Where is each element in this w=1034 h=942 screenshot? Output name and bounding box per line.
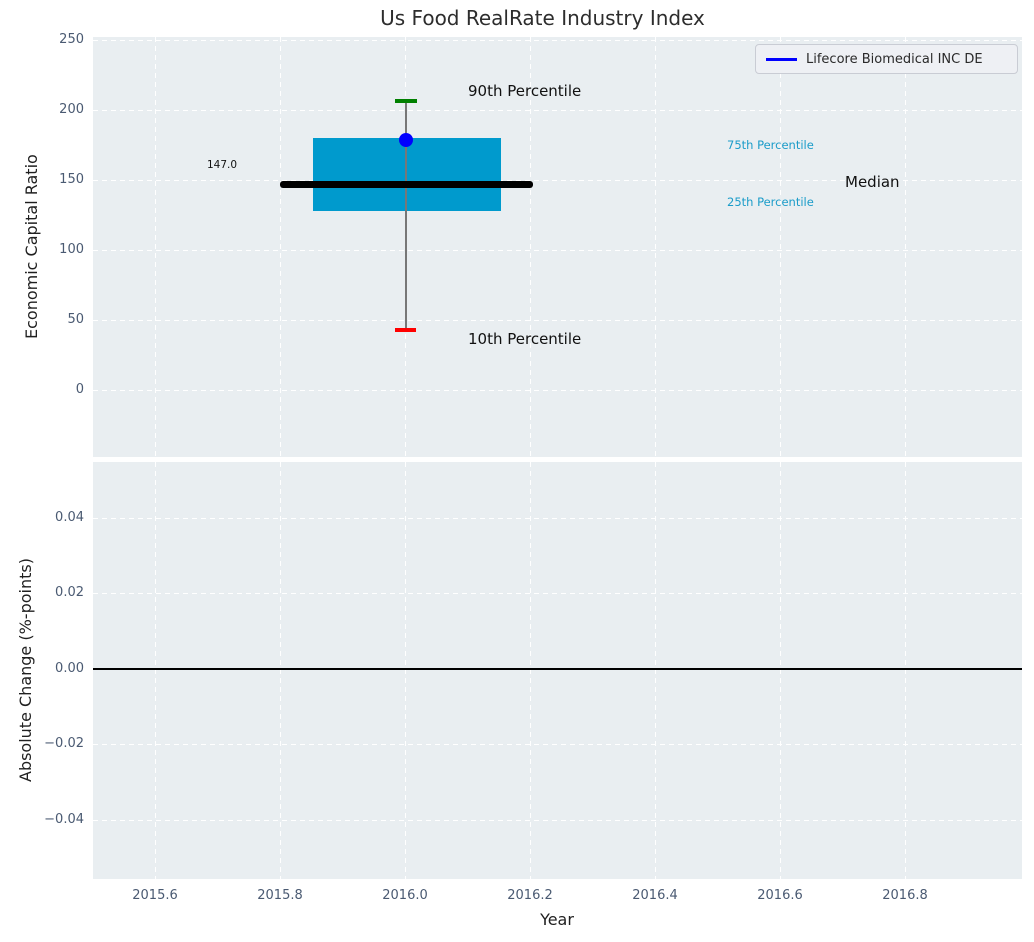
bottom-axes (93, 462, 1022, 879)
y-tick: 200 (0, 101, 84, 119)
y-tick: 0.04 (0, 509, 84, 527)
zero-reference-line (93, 668, 1022, 670)
annotation-10th-percentile: 10th Percentile (468, 330, 581, 348)
x-tick: 2016.4 (615, 888, 695, 903)
x-tick: 2015.8 (240, 888, 320, 903)
gridline-v (780, 462, 781, 879)
x-tick: 2016.8 (865, 888, 945, 903)
y-tick: 50 (0, 311, 84, 329)
median-value-label: 147.0 (207, 159, 237, 171)
x-tick: 2016.6 (740, 888, 820, 903)
boxplot-90th-cap (395, 99, 417, 103)
x-axis-label: Year (517, 910, 597, 929)
gridline-h (93, 744, 1022, 745)
gridline-v (655, 37, 656, 457)
boxplot-box (313, 138, 501, 211)
gridline-v (405, 462, 406, 879)
boxplot-10th-cap (395, 328, 416, 332)
gridline-v (905, 37, 906, 457)
gridline-v (780, 37, 781, 457)
annotation-25th-percentile: 25th Percentile (727, 195, 814, 209)
top-axes: Lifecore Biomedical INC DE (93, 37, 1022, 457)
y-tick: −0.04 (0, 811, 84, 829)
gridline-h (93, 820, 1022, 821)
gridline-v (530, 462, 531, 879)
y-axis-label-bottom: Absolute Change (%-points) (16, 462, 35, 879)
y-tick: 0.00 (0, 660, 84, 678)
company-data-point (399, 133, 413, 147)
annotation-90th-percentile: 90th Percentile (468, 82, 581, 100)
y-tick: 100 (0, 241, 84, 259)
x-tick: 2016.0 (365, 888, 445, 903)
boxplot-median-line (280, 181, 533, 188)
gridline-v (905, 462, 906, 879)
y-tick: 150 (0, 171, 84, 189)
gridline-h (93, 320, 1022, 321)
gridline-h (93, 593, 1022, 594)
y-tick: 0 (0, 381, 84, 399)
legend-label: Lifecore Biomedical INC DE (806, 52, 983, 67)
gridline-v (280, 462, 281, 879)
y-axis-label-top: Economic Capital Ratio (22, 37, 41, 457)
gridline-h (93, 390, 1022, 391)
gridline-v (655, 462, 656, 879)
figure: Us Food RealRate Industry Index Lifecore… (0, 0, 1034, 942)
gridline-h (93, 518, 1022, 519)
x-tick: 2016.2 (490, 888, 570, 903)
y-tick: −0.02 (0, 735, 84, 753)
gridline-h (93, 110, 1022, 111)
gridline-v (280, 37, 281, 457)
y-tick: 0.02 (0, 584, 84, 602)
chart-title: Us Food RealRate Industry Index (78, 6, 1007, 30)
gridline-h (93, 40, 1022, 41)
legend-line-icon (766, 58, 797, 61)
gridline-h (93, 250, 1022, 251)
gridline-v (530, 37, 531, 457)
annotation-75th-percentile: 75th Percentile (727, 138, 814, 152)
gridline-v (155, 37, 156, 457)
legend: Lifecore Biomedical INC DE (755, 44, 1018, 74)
y-tick: 250 (0, 31, 84, 49)
x-tick: 2015.6 (115, 888, 195, 903)
annotation-median: Median (845, 173, 900, 191)
gridline-v (155, 462, 156, 879)
